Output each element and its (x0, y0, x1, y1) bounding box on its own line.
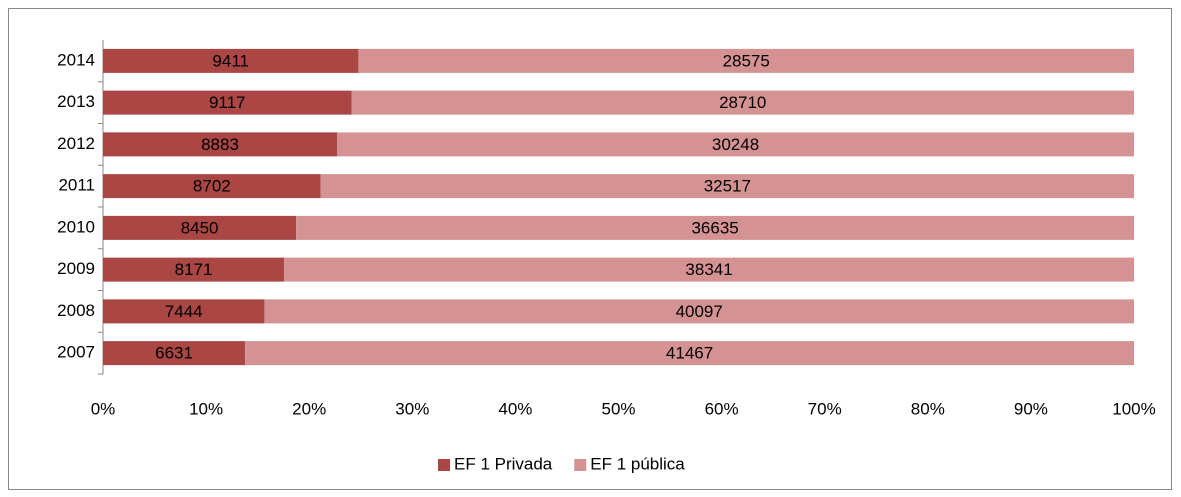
data-label: 9117 (209, 93, 246, 112)
data-label: 9411 (212, 51, 249, 70)
x-tick-label: 30% (395, 399, 429, 418)
bar-segment (103, 257, 285, 282)
x-tick-label: 80% (911, 399, 945, 418)
x-tick-label: 90% (1014, 399, 1048, 418)
bar-segment (245, 341, 1134, 366)
x-tick-label: 10% (189, 399, 223, 418)
legend-swatch (438, 459, 450, 471)
x-tick-label: 40% (498, 399, 532, 418)
y-tick-label: 2009 (57, 259, 95, 278)
y-tick-label: 2012 (57, 134, 95, 153)
x-tick-label: 70% (808, 399, 842, 418)
data-label: 38341 (685, 260, 732, 279)
x-tick-label: 50% (601, 399, 635, 418)
data-label: 6631 (155, 344, 193, 363)
data-label: 8702 (193, 177, 231, 196)
data-label: 30248 (712, 135, 759, 154)
x-tick-label: 0% (91, 399, 116, 418)
bar-segment (284, 257, 1134, 282)
bar-segment (103, 299, 265, 324)
y-tick-label: 2014 (57, 50, 95, 69)
data-label: 36635 (691, 218, 738, 237)
data-label: 28710 (719, 93, 766, 112)
bar-segment (320, 174, 1134, 199)
data-label: 32517 (704, 177, 751, 196)
x-tick-label: 60% (705, 399, 739, 418)
bar-segment (337, 132, 1134, 157)
data-label: 28575 (723, 51, 770, 70)
y-tick-label: 2007 (57, 343, 95, 362)
bar-segment (103, 174, 321, 199)
x-tick-label: 100% (1112, 399, 1155, 418)
bar-segment (103, 341, 246, 366)
legend-label: EF 1 pública (590, 454, 685, 473)
bar-segment (351, 90, 1135, 115)
data-label: 8171 (175, 260, 213, 279)
data-label: 7444 (165, 302, 203, 321)
bar-segment (103, 132, 338, 157)
bar-segment (296, 215, 1134, 240)
bar-segment (103, 48, 359, 73)
data-label: 40097 (676, 302, 723, 321)
y-tick-label: 2013 (57, 92, 95, 111)
chart-border (8, 8, 1172, 490)
y-tick-label: 2008 (57, 301, 95, 320)
bar-segment (103, 215, 297, 240)
bar-segment (103, 90, 352, 115)
bar-segment (358, 48, 1134, 73)
data-label: 8883 (201, 135, 239, 154)
x-tick-label: 20% (292, 399, 326, 418)
data-label: 8450 (181, 218, 219, 237)
y-tick-label: 2010 (57, 217, 95, 236)
bar-segment (264, 299, 1134, 324)
y-tick-label: 2011 (58, 176, 95, 195)
data-label: 41467 (666, 344, 713, 363)
legend-swatch (574, 459, 587, 471)
legend-label: EF 1 Privada (454, 454, 553, 473)
